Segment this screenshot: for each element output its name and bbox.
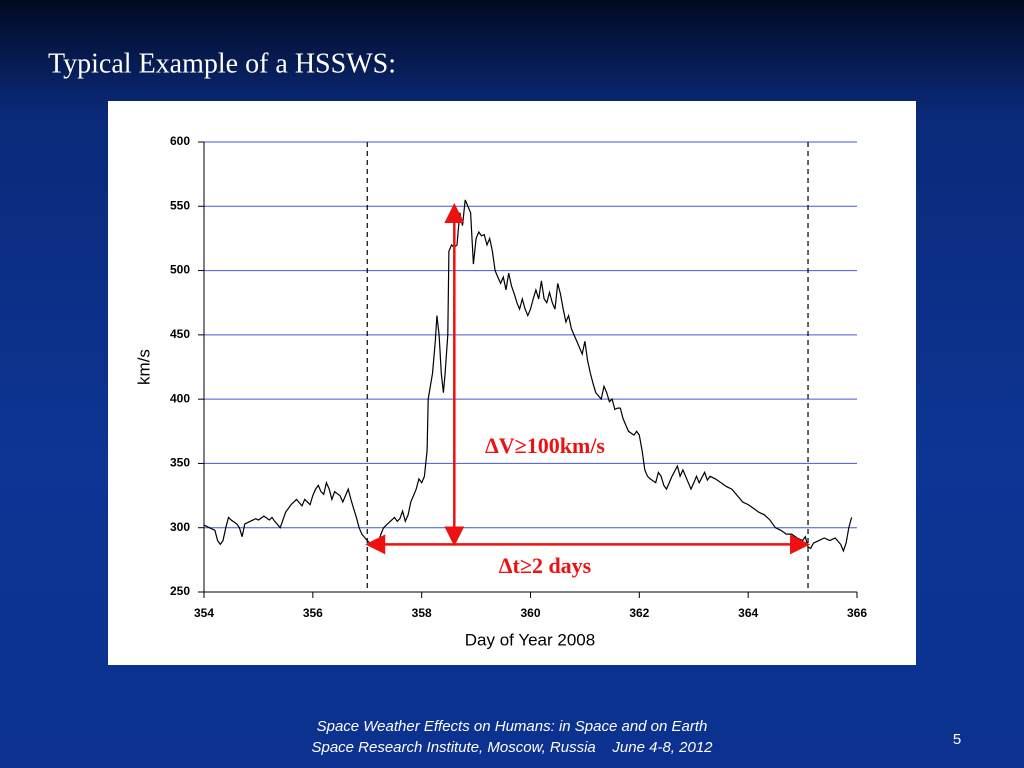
y-tick-label: 300 <box>170 520 190 534</box>
y-tick-label: 450 <box>170 327 190 341</box>
footer-line: Space Weather Effects on Humans: in Spac… <box>317 718 708 735</box>
arrow-label: ΔV≥100km/s <box>485 433 605 458</box>
y-tick-label: 550 <box>170 198 190 212</box>
x-axis-label: Day of Year 2008 <box>465 630 595 649</box>
y-axis-label: km/s <box>134 349 153 385</box>
page-number: 5 <box>953 731 961 748</box>
x-tick-label: 360 <box>520 606 540 620</box>
slide-title: Typical Example of a HSSWS: <box>48 48 396 79</box>
data-line <box>203 199 853 553</box>
x-tick-label: 356 <box>303 606 323 620</box>
x-tick-label: 362 <box>629 606 649 620</box>
y-tick-label: 400 <box>170 391 190 405</box>
x-tick-label: 366 <box>847 606 867 620</box>
y-tick-label: 500 <box>170 263 190 277</box>
chart-panel <box>108 101 916 665</box>
x-tick-label: 364 <box>738 606 758 620</box>
y-tick-label: 250 <box>170 584 190 598</box>
x-tick-label: 358 <box>412 606 432 620</box>
y-tick-label: 600 <box>170 134 190 148</box>
x-tick-label: 354 <box>194 606 214 620</box>
arrow-label: Δt≥2 days <box>499 553 592 578</box>
footer-line: Space Research Institute, Moscow, Russia… <box>311 739 713 756</box>
y-tick-label: 350 <box>170 456 190 470</box>
